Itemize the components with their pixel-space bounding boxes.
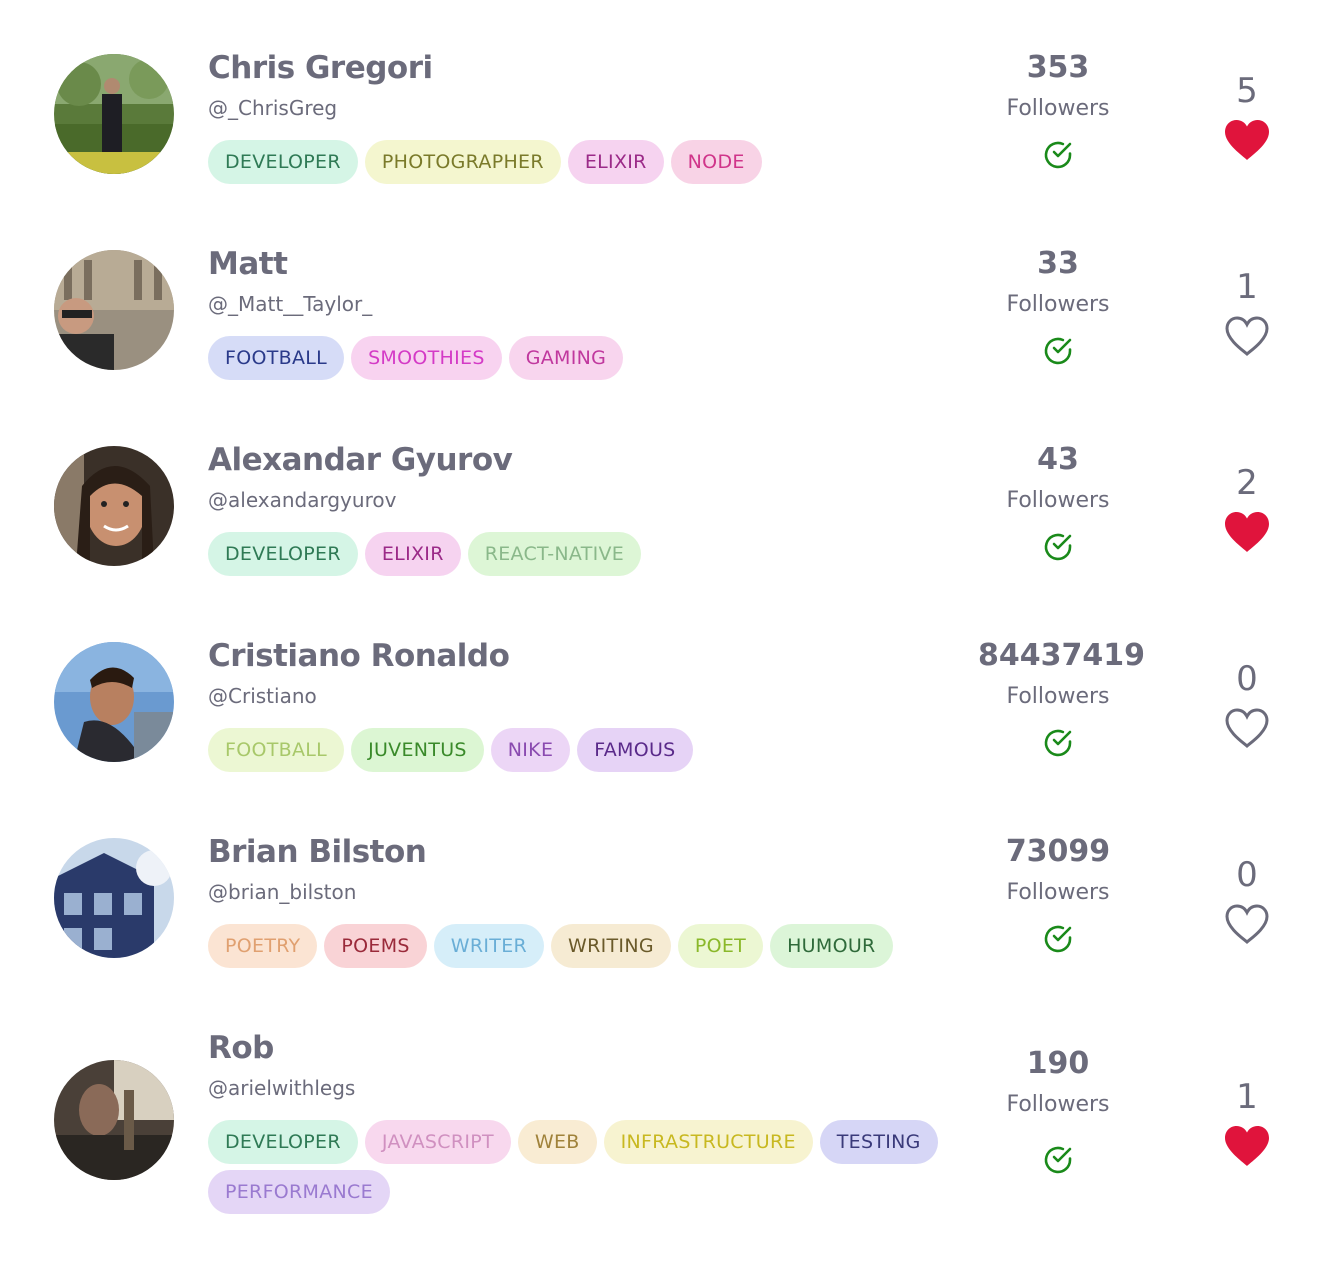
followers-block: 43 Followers [978,440,1138,563]
verified-check-icon [1044,533,1072,561]
avatar[interactable] [54,642,174,762]
user-handle: @brian_bilston [208,880,357,904]
tag-list: FOOTBALL JUVENTUS NIKE FAMOUS [208,728,968,772]
tag[interactable]: NIKE [490,728,571,772]
likes-count: 1 [1236,1077,1258,1117]
tag[interactable]: GAMING [508,336,624,380]
followers-count: 353 [1026,50,1090,85]
tag[interactable]: WRITING [551,924,671,968]
user-handle: @_ChrisGreg [208,96,338,120]
verified-check-icon [1044,925,1072,953]
tag[interactable]: TESTING [819,1120,938,1164]
tag[interactable]: NODE [670,140,762,184]
tag[interactable]: INFRASTRUCTURE [603,1120,813,1164]
user-name[interactable]: Matt [208,246,288,282]
followers-label: Followers [1006,96,1110,121]
followers-count: 73099 [1005,834,1111,869]
likes-count: 5 [1236,71,1258,111]
followers-block: 84437419 Followers [978,636,1145,759]
tag[interactable]: PHOTOGRAPHER [364,140,561,184]
avatar-photo [54,1060,174,1180]
followers-label: Followers [1006,488,1110,513]
tag[interactable]: FOOTBALL [208,336,345,380]
likes-count: 2 [1236,463,1258,503]
followers-block: 73099 Followers [978,832,1138,955]
user-handle: @_Matt__Taylor_ [208,292,373,316]
heart-outline-icon[interactable] [1223,706,1271,750]
avatar[interactable] [54,838,174,958]
avatar[interactable] [54,446,174,566]
user-handle: @Cristiano [208,684,317,708]
likes-block: 0 [1207,854,1287,946]
user-name[interactable]: Cristiano Ronaldo [208,638,510,674]
followers-count: 190 [1026,1046,1090,1081]
user-handle: @alexandargyurov [208,488,397,512]
tag[interactable]: JAVASCRIPT [364,1120,511,1164]
followers-block: 190 Followers [978,1044,1138,1176]
verified-check-icon [1044,337,1072,365]
heart-filled-icon[interactable] [1223,1124,1271,1168]
tag[interactable]: FOOTBALL [208,728,345,772]
followers-label: Followers [1006,292,1110,317]
heart-filled-icon[interactable] [1223,118,1271,162]
avatar[interactable] [54,54,174,174]
user-name[interactable]: Chris Gregori [208,50,433,86]
tag[interactable]: POEMS [324,924,427,968]
likes-count: 0 [1236,659,1258,699]
followers-label: Followers [1006,880,1110,905]
tag[interactable]: FAMOUS [577,728,693,772]
followers-count: 84437419 [978,638,1145,673]
avatar[interactable] [54,250,174,370]
likes-block: 0 [1207,658,1287,750]
user-name[interactable]: Alexandar Gyurov [208,442,513,478]
avatar-photo [54,838,174,958]
heart-outline-icon[interactable] [1223,314,1271,358]
heart-outline-icon[interactable] [1223,902,1271,946]
followers-count: 43 [1037,442,1079,477]
followers-count: 33 [1037,246,1079,281]
avatar-photo [54,446,174,566]
tag[interactable]: SMOOTHIES [351,336,502,380]
tag[interactable]: HUMOUR [770,924,893,968]
avatar-photo [54,250,174,370]
tag-list: POETRY POEMS WRITER WRITING POET HUMOUR [208,924,968,968]
tag[interactable]: POET [677,924,764,968]
user-name[interactable]: Brian Bilston [208,834,427,870]
likes-block: 1 [1207,1076,1287,1168]
tag-list: DEVELOPER ELIXIR REACT-NATIVE [208,532,968,576]
verified-check-icon [1044,141,1072,169]
avatar-photo [54,642,174,762]
tag[interactable]: DEVELOPER [208,532,358,576]
tag[interactable]: WEB [517,1120,597,1164]
tag[interactable]: DEVELOPER [208,1120,358,1164]
tag[interactable]: DEVELOPER [208,140,358,184]
followers-block: 353 Followers [978,48,1138,171]
user-handle: @arielwithlegs [208,1076,356,1100]
tag[interactable]: REACT-NATIVE [467,532,642,576]
verified-check-icon [1044,729,1072,757]
tag-list: DEVELOPER JAVASCRIPT WEB INFRASTRUCTURE … [208,1120,968,1214]
tag[interactable]: WRITER [433,924,545,968]
tag[interactable]: ELIXIR [567,140,664,184]
tag[interactable]: ELIXIR [364,532,461,576]
likes-block: 2 [1207,462,1287,554]
followers-block: 33 Followers [978,244,1138,367]
tag-list: FOOTBALL SMOOTHIES GAMING [208,336,968,380]
likes-block: 5 [1207,70,1287,162]
tag[interactable]: PERFORMANCE [208,1170,390,1214]
tag[interactable]: POETRY [208,924,318,968]
followers-label: Followers [1006,684,1110,709]
likes-count: 0 [1236,855,1258,895]
followers-label: Followers [1006,1092,1110,1117]
heart-filled-icon[interactable] [1223,510,1271,554]
avatar-photo [54,54,174,174]
likes-block: 1 [1207,266,1287,358]
likes-count: 1 [1236,267,1258,307]
tag-list: DEVELOPER PHOTOGRAPHER ELIXIR NODE [208,140,968,184]
user-name[interactable]: Rob [208,1030,274,1066]
verified-check-icon [1044,1146,1072,1174]
tag[interactable]: JUVENTUS [351,728,484,772]
avatar[interactable] [54,1060,174,1180]
